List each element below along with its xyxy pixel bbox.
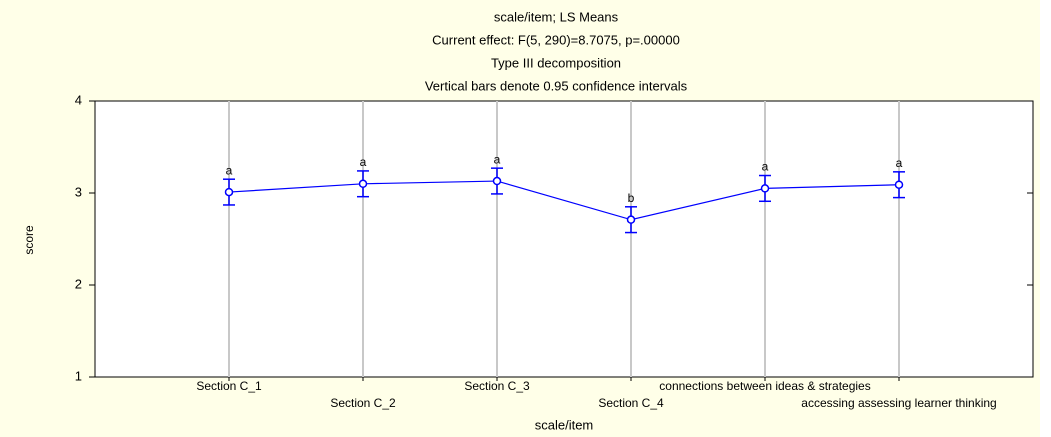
x-tick-label: connections between ideas & strategies	[659, 379, 870, 393]
y-tick-label: 3	[75, 184, 82, 199]
x-axis-label: scale/item	[535, 417, 594, 432]
series-line	[228, 180, 900, 221]
group-letter: a	[226, 163, 233, 177]
x-tick-label: accessing assessing learner thinking	[801, 396, 996, 410]
group-letter: a	[762, 160, 769, 174]
marker	[358, 179, 368, 189]
chart-title: Current effect: F(5, 290)=8.7075, p=.000…	[432, 32, 680, 47]
group-letter: a	[360, 155, 367, 169]
marker	[626, 215, 636, 224]
y-tick-label: 2	[75, 276, 82, 291]
y-tick-label: 1	[75, 368, 82, 383]
marker	[224, 187, 234, 197]
marker	[894, 180, 904, 189]
plot-area	[94, 100, 1034, 378]
chart-title: scale/item; LS Means	[494, 9, 619, 24]
y-axis-label: score	[22, 225, 36, 255]
x-tick-label: Section C_3	[464, 379, 530, 393]
marker	[492, 176, 502, 186]
group-letter: a	[896, 156, 903, 170]
y-tick-label: 4	[75, 92, 82, 107]
marker	[760, 184, 770, 193]
x-tick-label: Section C_1	[196, 379, 262, 393]
group-letter: b	[628, 191, 635, 205]
group-letter: a	[494, 152, 501, 166]
x-tick-label: Section C_2	[330, 396, 396, 410]
chart-title: Vertical bars denote 0.95 confidence int…	[425, 78, 688, 93]
chart-title: Type III decomposition	[491, 55, 621, 70]
x-tick-label: Section C_4	[598, 396, 664, 410]
